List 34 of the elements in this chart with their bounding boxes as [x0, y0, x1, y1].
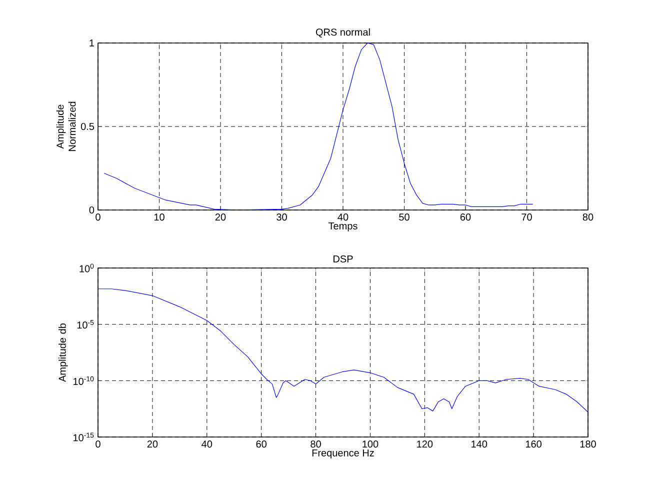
x-tick-label: 60: [256, 440, 267, 448]
x-tick-label: 40: [338, 214, 348, 221]
x-tick-label: 30: [276, 214, 287, 221]
y-tick-label: 0: [89, 206, 94, 214]
y-axis-title: Amplitude db: [58, 323, 68, 382]
chart-title: DSP: [334, 255, 353, 262]
line-series: [98, 288, 588, 412]
x-tick-label: 0: [96, 214, 100, 221]
x-tick-label: 140: [472, 440, 488, 448]
y-tick-label: 10$^{-10}$: [74, 376, 94, 385]
chart-title: QRS normal: [316, 28, 370, 38]
x-tick-label: 160: [526, 440, 542, 448]
x-tick-label: 100: [362, 440, 378, 448]
y-tick-label: 1: [90, 40, 94, 46]
x-tick-label: 0: [96, 440, 100, 448]
x-tick-label: 80: [310, 440, 321, 448]
x-tick-label: 10: [154, 214, 164, 221]
y-axis-title: Amplitude Normalized: [56, 102, 76, 151]
x-axis-title: Temps: [328, 222, 358, 232]
x-tick-label: 40: [202, 440, 212, 448]
x-tick-label: 50: [399, 214, 410, 221]
y-tick-label: 10$^{-15}$: [74, 432, 94, 442]
x-tick-label: 20: [215, 214, 226, 221]
x-tick-label: 60: [460, 214, 471, 221]
x-tick-label: 80: [582, 214, 594, 221]
x-tick-label: 120: [417, 440, 433, 448]
x-axis-title: Frequence Hz: [312, 449, 374, 458]
y-tick-label: 0.5: [80, 122, 94, 130]
x-tick-label: 20: [147, 440, 158, 448]
x-tick-label: 180: [580, 440, 596, 448]
x-tick-label: 70: [522, 214, 532, 221]
y-tick-label: 10$^{0}$: [80, 264, 94, 272]
line-series: [104, 42, 534, 210]
y-tick-label: 10$^{-5}$: [77, 320, 94, 329]
